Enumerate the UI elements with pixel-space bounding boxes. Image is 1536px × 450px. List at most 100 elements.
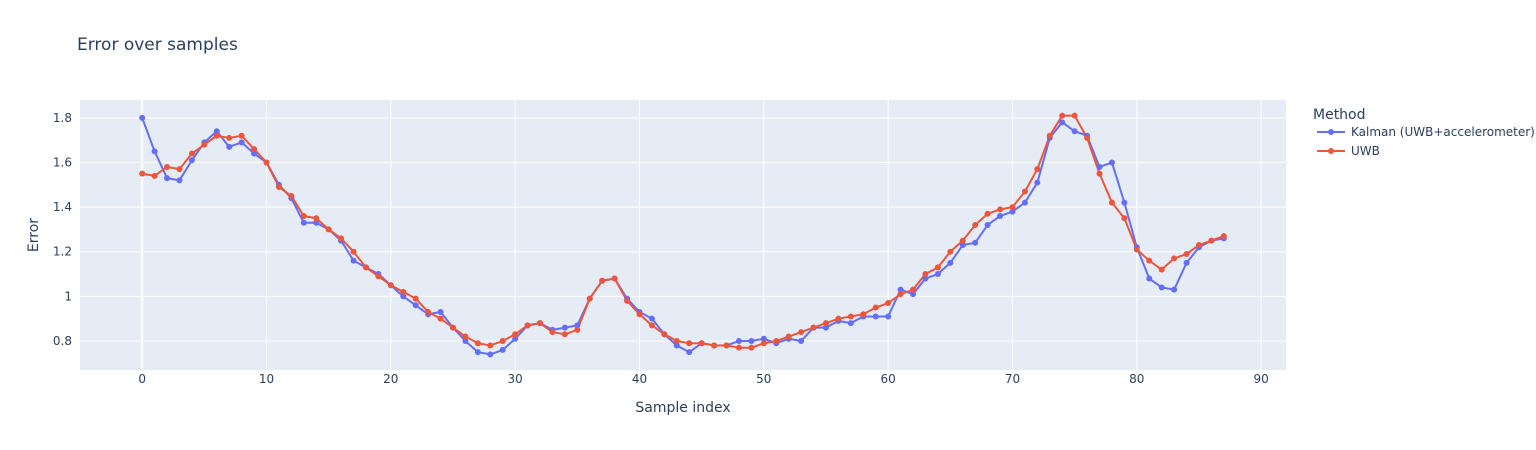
data-point-1[interactable] [462, 333, 469, 340]
data-point-0[interactable] [300, 219, 307, 226]
data-point-1[interactable] [661, 331, 668, 338]
data-point-1[interactable] [835, 315, 842, 322]
data-point-1[interactable] [313, 215, 320, 222]
data-point-1[interactable] [773, 337, 780, 344]
data-point-1[interactable] [300, 213, 307, 220]
data-point-1[interactable] [487, 342, 494, 349]
data-point-0[interactable] [350, 257, 357, 264]
data-point-0[interactable] [151, 148, 158, 155]
data-point-1[interactable] [798, 329, 805, 336]
data-point-1[interactable] [910, 286, 917, 293]
data-point-0[interactable] [1108, 159, 1115, 166]
data-point-1[interactable] [673, 337, 680, 344]
data-point-0[interactable] [760, 335, 767, 342]
data-point-0[interactable] [574, 322, 581, 329]
data-point-0[interactable] [487, 351, 494, 358]
data-point-1[interactable] [375, 273, 382, 280]
data-point-1[interactable] [748, 344, 755, 351]
data-point-1[interactable] [1183, 250, 1190, 257]
data-point-0[interactable] [437, 308, 444, 315]
data-point-1[interactable] [400, 288, 407, 295]
data-point-0[interactable] [139, 114, 146, 121]
data-point-1[interactable] [251, 146, 258, 153]
data-point-0[interactable] [959, 242, 966, 249]
data-point-1[interactable] [972, 221, 979, 228]
data-point-1[interactable] [1195, 242, 1202, 249]
data-point-1[interactable] [151, 172, 158, 179]
data-point-0[interactable] [1071, 128, 1078, 135]
data-point-0[interactable] [313, 219, 320, 226]
data-point-1[interactable] [1171, 255, 1178, 262]
data-point-0[interactable] [213, 128, 220, 135]
data-point-1[interactable] [1208, 237, 1215, 244]
data-point-1[interactable] [984, 210, 991, 217]
data-point-1[interactable] [810, 324, 817, 331]
data-point-1[interactable] [350, 248, 357, 255]
data-point-1[interactable] [338, 235, 345, 242]
data-point-1[interactable] [213, 132, 220, 139]
data-point-0[interactable] [1059, 119, 1066, 126]
data-point-0[interactable] [1183, 259, 1190, 266]
data-point-1[interactable] [263, 159, 270, 166]
data-point-1[interactable] [449, 324, 456, 331]
data-point-1[interactable] [599, 277, 606, 284]
data-point-1[interactable] [735, 344, 742, 351]
data-point-1[interactable] [760, 340, 767, 347]
data-point-1[interactable] [537, 320, 544, 327]
data-point-1[interactable] [275, 184, 282, 191]
data-point-0[interactable] [251, 150, 258, 157]
data-point-0[interactable] [872, 313, 879, 320]
data-point-1[interactable] [1059, 112, 1066, 119]
data-point-0[interactable] [673, 342, 680, 349]
data-point-0[interactable] [474, 349, 481, 356]
data-point-0[interactable] [1096, 163, 1103, 170]
data-point-1[interactable] [636, 311, 643, 318]
data-point-0[interactable] [1034, 179, 1041, 186]
data-point-1[interactable] [860, 311, 867, 318]
data-point-1[interactable] [897, 291, 904, 298]
data-point-0[interactable] [499, 346, 506, 353]
data-point-1[interactable] [176, 166, 183, 173]
data-point-0[interactable] [512, 335, 519, 342]
data-point-1[interactable] [226, 134, 233, 141]
data-point-0[interactable] [822, 324, 829, 331]
data-point-1[interactable] [1220, 233, 1227, 240]
data-point-1[interactable] [188, 150, 195, 157]
data-point-0[interactable] [910, 291, 917, 298]
data-point-0[interactable] [400, 293, 407, 300]
data-point-0[interactable] [226, 143, 233, 150]
data-point-0[interactable] [798, 337, 805, 344]
data-point-0[interactable] [1121, 199, 1128, 206]
data-point-1[interactable] [325, 226, 332, 233]
data-point-1[interactable] [561, 331, 568, 338]
data-point-0[interactable] [972, 239, 979, 246]
data-point-1[interactable] [524, 322, 531, 329]
data-point-1[interactable] [164, 163, 171, 170]
data-point-0[interactable] [997, 213, 1004, 220]
data-point-1[interactable] [1133, 246, 1140, 253]
data-point-1[interactable] [611, 275, 618, 282]
data-point-1[interactable] [1021, 188, 1028, 195]
data-point-1[interactable] [499, 337, 506, 344]
data-point-1[interactable] [822, 320, 829, 327]
data-point-0[interactable] [188, 157, 195, 164]
data-point-1[interactable] [387, 282, 394, 289]
data-point-1[interactable] [1071, 112, 1078, 119]
data-point-0[interactable] [735, 337, 742, 344]
data-point-0[interactable] [1009, 208, 1016, 215]
data-point-0[interactable] [648, 315, 655, 322]
data-point-1[interactable] [549, 329, 556, 336]
data-point-1[interactable] [847, 313, 854, 320]
data-point-1[interactable] [288, 192, 295, 199]
data-point-1[interactable] [201, 141, 208, 148]
data-point-1[interactable] [362, 264, 369, 271]
data-point-1[interactable] [586, 295, 593, 302]
data-point-1[interactable] [997, 206, 1004, 213]
data-point-0[interactable] [462, 337, 469, 344]
data-point-0[interactable] [1146, 275, 1153, 282]
legend-item-0[interactable]: Kalman (UWB+accelerometer) [1317, 125, 1535, 139]
data-point-1[interactable] [922, 271, 929, 278]
data-point-0[interactable] [897, 286, 904, 293]
data-point-0[interactable] [412, 302, 419, 309]
data-point-1[interactable] [785, 333, 792, 340]
